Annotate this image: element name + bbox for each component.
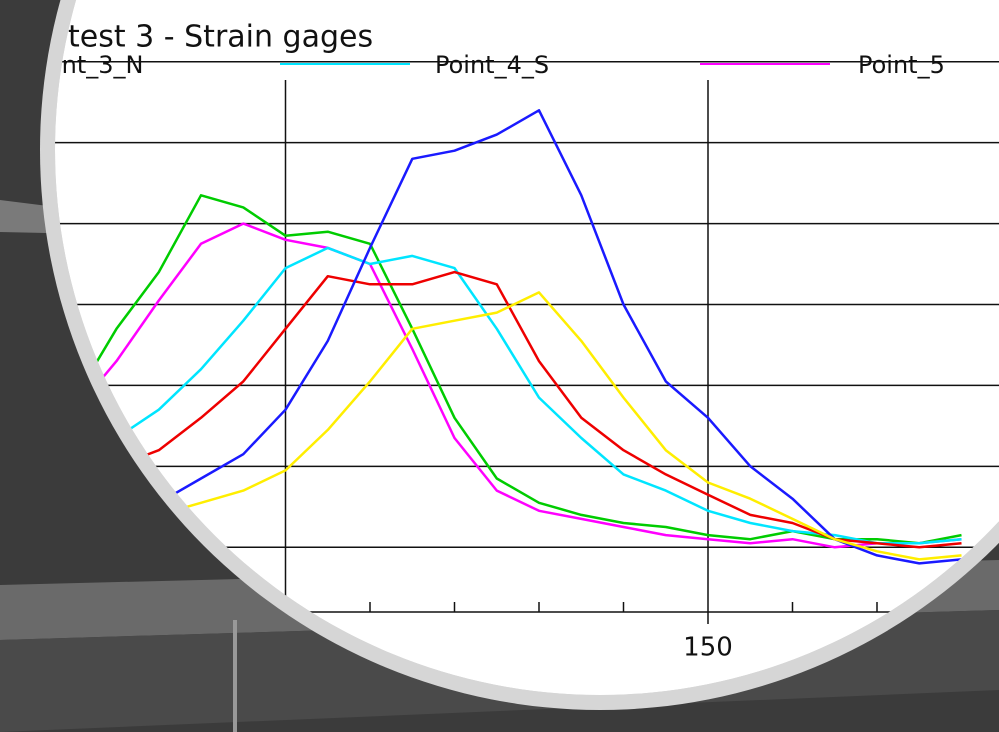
legend-label: int_3_N (55, 51, 144, 79)
series-line (82, 270, 962, 549)
x-tick-label: 150 (683, 633, 733, 663)
chart-title: test 3 - Strain gages (68, 20, 373, 55)
series-line (82, 246, 962, 545)
legend-label: Point_4_S (435, 51, 549, 79)
series-line (82, 291, 962, 561)
legend-label: Point_5 (858, 51, 945, 79)
plot: test 3 - Strain gages int_3_N 150 Point_5… (55, 0, 999, 695)
series-line (82, 109, 962, 565)
series-line (81, 194, 962, 545)
series-line (81, 222, 962, 549)
